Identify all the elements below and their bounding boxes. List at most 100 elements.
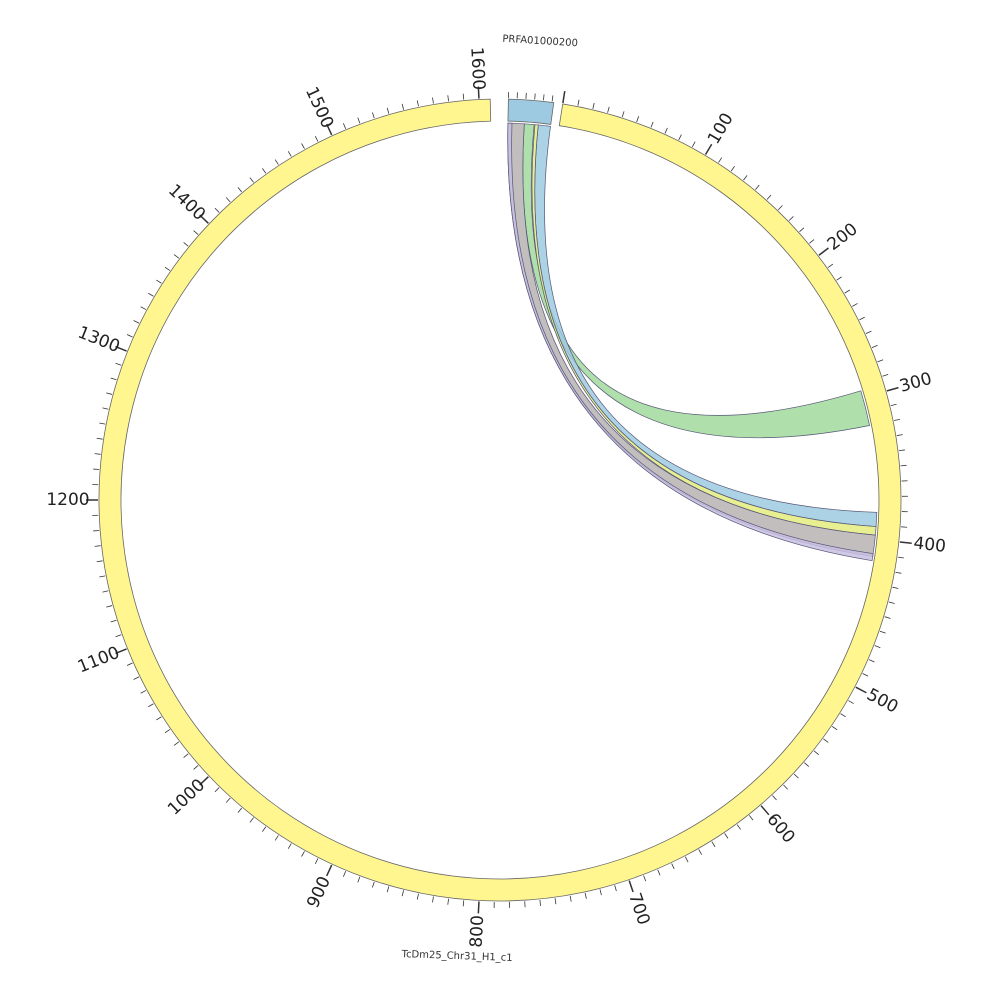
minor-tick bbox=[868, 659, 875, 663]
minor-tick bbox=[173, 741, 180, 746]
minor-tick bbox=[840, 713, 846, 718]
minor-tick bbox=[874, 645, 881, 649]
minor-tick bbox=[592, 102, 595, 109]
minor-tick bbox=[99, 575, 106, 578]
minor-tick bbox=[698, 849, 703, 855]
tick-label-1100: 1100 bbox=[75, 643, 123, 678]
major-tick bbox=[115, 345, 127, 352]
minor-tick bbox=[287, 843, 292, 849]
minor-tick bbox=[301, 143, 305, 149]
minor-tick bbox=[657, 869, 661, 876]
minor-tick bbox=[897, 556, 904, 559]
minor-tick bbox=[827, 263, 834, 268]
minor-tick bbox=[554, 898, 557, 905]
minor-tick bbox=[888, 601, 895, 604]
minor-tick bbox=[164, 729, 171, 734]
minor-tick bbox=[416, 893, 419, 900]
minor-tick bbox=[193, 230, 199, 235]
minor-tick bbox=[859, 316, 865, 321]
minor-tick bbox=[183, 242, 189, 247]
minor-tick bbox=[793, 773, 799, 779]
link-yellow bbox=[531, 124, 877, 536]
minor-tick bbox=[671, 863, 675, 870]
minor-tick bbox=[156, 279, 162, 284]
tick-label-200: 200 bbox=[824, 219, 862, 255]
minor-tick bbox=[809, 239, 815, 244]
minor-tick bbox=[357, 876, 361, 883]
minor-tick bbox=[892, 586, 899, 589]
minor-tick bbox=[173, 254, 180, 259]
minor-tick bbox=[823, 738, 829, 743]
minor-tick bbox=[372, 112, 375, 119]
minor-tick bbox=[865, 330, 872, 334]
minor-tick bbox=[96, 437, 103, 440]
minor-tick bbox=[401, 103, 404, 110]
major-tick bbox=[325, 123, 333, 136]
minor-tick bbox=[884, 616, 891, 619]
minor-tick bbox=[301, 851, 305, 857]
minor-tick bbox=[614, 885, 617, 892]
minor-tick bbox=[110, 377, 117, 381]
tick-label-1300: 1300 bbox=[75, 323, 123, 358]
tick-label-800: 800 bbox=[467, 915, 489, 948]
minor-tick bbox=[99, 422, 106, 425]
major-tick bbox=[115, 648, 127, 655]
minor-tick bbox=[225, 197, 231, 203]
minor-tick bbox=[577, 99, 580, 106]
tick-label-400: 400 bbox=[912, 534, 946, 557]
minor-tick bbox=[799, 227, 805, 233]
minor-tick bbox=[126, 334, 133, 338]
minor-tick bbox=[102, 590, 109, 593]
minor-tick bbox=[94, 545, 101, 547]
minor-tick bbox=[237, 807, 243, 813]
minor-tick bbox=[736, 824, 742, 830]
tick-label-1600: 1600 bbox=[466, 46, 488, 90]
minor-tick bbox=[372, 881, 375, 888]
minor-tick bbox=[607, 106, 610, 113]
minor-tick bbox=[115, 634, 122, 638]
minor-tick bbox=[678, 134, 682, 141]
major-tick bbox=[818, 247, 829, 256]
tick-label-600: 600 bbox=[762, 810, 798, 848]
minor-tick bbox=[898, 449, 905, 452]
minor-tick bbox=[636, 116, 640, 123]
minor-tick bbox=[813, 750, 819, 755]
minor-tick bbox=[102, 407, 109, 410]
chromosome-label-tcdm25-chr31: TcDm25_Chr31_H1_c1 bbox=[400, 949, 512, 964]
minor-tick bbox=[274, 835, 279, 841]
minor-tick bbox=[890, 403, 897, 407]
minor-tick bbox=[262, 168, 267, 174]
minor-tick bbox=[462, 93, 465, 100]
minor-tick bbox=[249, 817, 254, 823]
minor-tick bbox=[831, 726, 838, 731]
minor-tick bbox=[684, 856, 689, 863]
minor-tick bbox=[447, 898, 449, 905]
minor-tick bbox=[788, 216, 794, 221]
tick-label-1200: 1200 bbox=[46, 490, 89, 510]
minor-tick bbox=[357, 117, 361, 124]
minor-tick bbox=[106, 605, 113, 608]
minor-tick bbox=[140, 690, 147, 694]
major-tick bbox=[199, 776, 209, 786]
minor-tick bbox=[193, 765, 199, 770]
minor-tick bbox=[539, 899, 541, 907]
major-tick bbox=[855, 686, 867, 694]
minor-tick bbox=[650, 121, 654, 128]
minor-tick bbox=[183, 753, 189, 758]
minor-tick bbox=[772, 795, 777, 801]
minor-tick bbox=[879, 630, 886, 634]
minor-tick bbox=[314, 136, 319, 142]
minor-tick bbox=[621, 111, 625, 118]
minor-tick bbox=[148, 292, 154, 297]
minor-tick bbox=[225, 797, 231, 803]
minor-tick bbox=[804, 762, 810, 767]
major-tick bbox=[628, 880, 634, 893]
minor-tick bbox=[214, 787, 220, 793]
minor-tick bbox=[343, 871, 347, 877]
tick-label-1500: 1500 bbox=[301, 84, 337, 132]
minor-tick bbox=[584, 892, 587, 899]
minor-tick bbox=[106, 392, 113, 395]
tick-label-100: 100 bbox=[704, 110, 738, 148]
tick-label-700: 700 bbox=[624, 890, 653, 927]
minor-tick bbox=[896, 434, 903, 436]
